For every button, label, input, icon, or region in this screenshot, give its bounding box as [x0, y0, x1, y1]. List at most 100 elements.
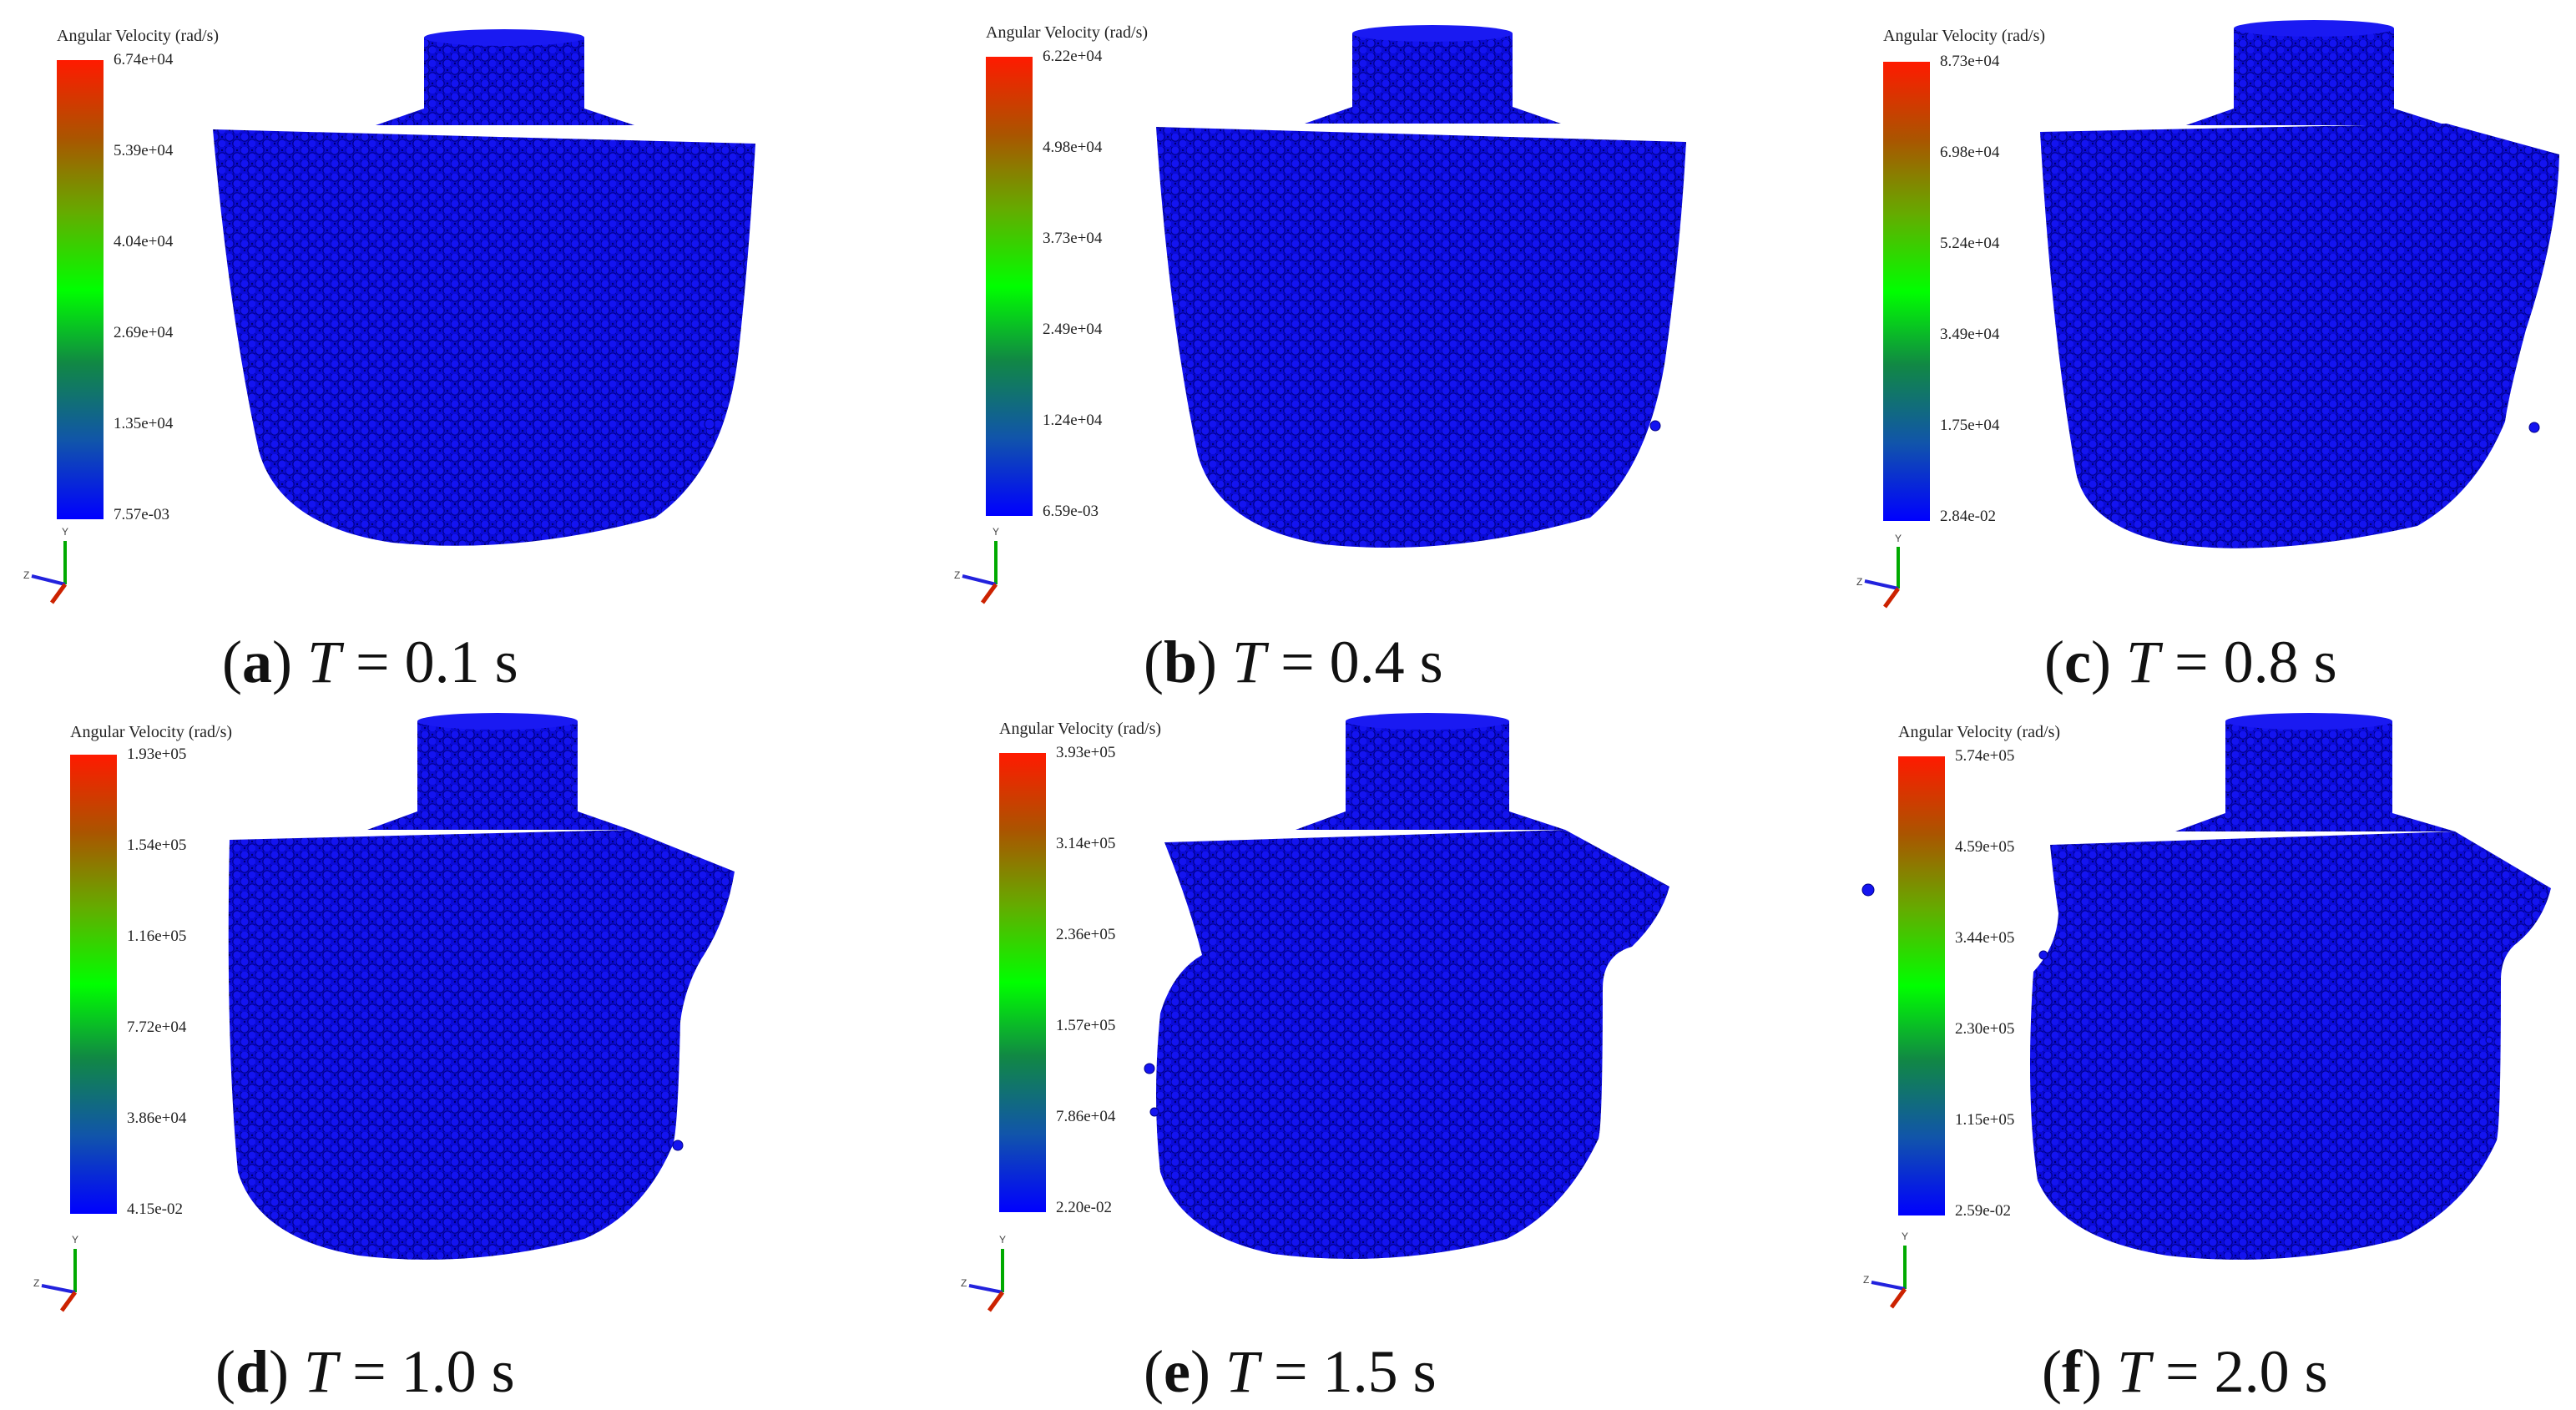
axis-letter-z: Z [1863, 1274, 1870, 1286]
caption-equals: = [1265, 629, 1330, 695]
legend-title-b: Angular Velocity (rad/s) [986, 23, 1149, 42]
tick-label: 7.57e-03 [114, 506, 170, 523]
tick-label: 2.20e-02 [1056, 1199, 1113, 1216]
caption-letter: c [2063, 629, 2091, 695]
caption-unit: s [479, 629, 518, 695]
axis-triad-d [41, 1249, 78, 1312]
tick-label: 3.86e+04 [127, 1109, 187, 1127]
tick-label: 1.54e+05 [127, 836, 187, 854]
tick-label: 1.93e+05 [127, 745, 187, 763]
tick-label: 7.86e+04 [1056, 1108, 1116, 1125]
caption-letter: b [1163, 629, 1198, 695]
tick-label: 1.35e+04 [114, 415, 174, 432]
axis-letter-z: Z [961, 1277, 967, 1289]
caption-time: 0.8 [2223, 629, 2299, 695]
tick-label: 4.59e+05 [1955, 838, 2015, 856]
caption-unit: s [2289, 1338, 2328, 1405]
tick-label: 6.74e+04 [114, 51, 174, 68]
particle-bed-c [1864, 20, 2559, 609]
caption-d: (d) T = 1.0 s [215, 1338, 515, 1405]
tick-label: 4.15e-02 [127, 1200, 184, 1218]
caption-T: T [306, 629, 341, 695]
caption-f: (f) T = 2.0 s [2042, 1338, 2328, 1405]
caption-time: 0.1 [404, 629, 480, 695]
caption-letter: a [241, 629, 272, 695]
caption-e: (e) T = 1.5 s [1144, 1338, 1437, 1405]
axis-triad-e [968, 1249, 1005, 1312]
tick-label: 3.73e+04 [1043, 230, 1103, 247]
tick-label: 6.22e+04 [1043, 48, 1103, 65]
caption-letter: d [235, 1338, 270, 1405]
caption-time: 1.0 [401, 1338, 477, 1405]
colorbar-d [70, 755, 117, 1214]
legend-title-a: Angular Velocity (rad/s) [57, 27, 220, 45]
caption-T: T [1232, 629, 1266, 695]
tick-label: 3.93e+05 [1056, 744, 1116, 761]
panel-d: Angular Velocity (rad/s) 1.93e+05 1.54e+… [0, 705, 859, 1409]
tick-label: 2.59e-02 [1955, 1202, 2012, 1220]
tick-label: 2.84e-02 [1940, 508, 1997, 525]
axis-letter-y: Y [993, 526, 1000, 538]
caption-T: T [1225, 1338, 1259, 1405]
shoulder-a [376, 109, 634, 125]
tick-label: 6.98e+04 [1940, 144, 2000, 161]
axis-letter-z: Z [33, 1277, 40, 1289]
axis-letter-y: Y [1902, 1231, 1909, 1242]
caption-T: T [2125, 629, 2159, 695]
particle-bed-e [968, 713, 1669, 1312]
tick-label: 3.44e+05 [1955, 929, 2015, 947]
tick-label: 2.49e+04 [1043, 321, 1103, 338]
tick-label: 6.59e-03 [1043, 503, 1099, 520]
tick-label: 2.69e+04 [114, 324, 174, 341]
panel-b: Angular Velocity (rad/s) 6.22e+04 4.98e+… [931, 0, 1790, 705]
legend-title-c: Angular Velocity (rad/s) [1883, 27, 2046, 45]
axis-letter-y: Y [72, 1234, 79, 1246]
caption-letter: f [2061, 1338, 2082, 1405]
tick-label: 2.30e+05 [1955, 1020, 2015, 1038]
legend-title-f: Angular Velocity (rad/s) [1898, 723, 2061, 741]
colorbar-a [57, 60, 104, 519]
tick-label: 5.74e+05 [1955, 747, 2015, 765]
caption-T: T [304, 1338, 338, 1405]
tick-label: 3.14e+05 [1056, 835, 1116, 852]
particle-bed-a [31, 29, 755, 604]
panel-a: Angular Velocity (rad/s) 6.74e+04 5.39e+… [0, 0, 859, 705]
axis-letter-z: Z [23, 569, 30, 581]
colorbar-c [1883, 62, 1930, 521]
caption-equals: = [337, 1338, 402, 1405]
tick-label: 4.98e+04 [1043, 139, 1103, 156]
legend-title-d: Angular Velocity (rad/s) [70, 723, 233, 741]
caption-time: 1.5 [1322, 1338, 1398, 1405]
colorbar-f [1898, 756, 1945, 1215]
panel-c: Angular Velocity (rad/s) 8.73e+04 6.98e+… [1833, 0, 2576, 705]
colorbar-b [986, 57, 1033, 516]
caption-time: 2.0 [2214, 1338, 2290, 1405]
colorbar-e [999, 753, 1046, 1212]
tick-label: 4.04e+04 [114, 233, 174, 250]
caption-unit: s [1397, 1338, 1437, 1405]
caption-a: (a) T = 0.1 s [222, 629, 518, 695]
tick-label: 3.49e+04 [1940, 326, 2000, 343]
legend-title-e: Angular Velocity (rad/s) [999, 720, 1162, 738]
tick-label: 1.16e+05 [127, 927, 187, 945]
caption-unit: s [476, 1338, 515, 1405]
axis-letter-z: Z [1856, 576, 1863, 588]
particle-bed-b [962, 25, 1686, 604]
caption-unit: s [2298, 629, 2337, 695]
tick-label: 7.72e+04 [127, 1018, 187, 1036]
caption-equals: = [2159, 629, 2224, 695]
axis-letter-y: Y [1895, 533, 1902, 544]
body-a [213, 129, 755, 546]
caption-equals: = [1258, 1338, 1323, 1405]
caption-letter: e [1163, 1338, 1190, 1405]
tick-label: 1.24e+04 [1043, 412, 1103, 429]
particle-bed-f [1861, 713, 2551, 1309]
caption-c: (c) T = 0.8 s [2044, 629, 2337, 695]
particle-bed-d [41, 713, 735, 1312]
tick-label: 5.39e+04 [114, 142, 174, 159]
tick-label: 8.73e+04 [1940, 53, 2000, 70]
caption-time: 0.4 [1329, 629, 1405, 695]
axis-triad-f [1871, 1246, 1907, 1309]
tick-label: 5.24e+04 [1940, 235, 2000, 252]
caption-equals: = [2150, 1338, 2215, 1405]
